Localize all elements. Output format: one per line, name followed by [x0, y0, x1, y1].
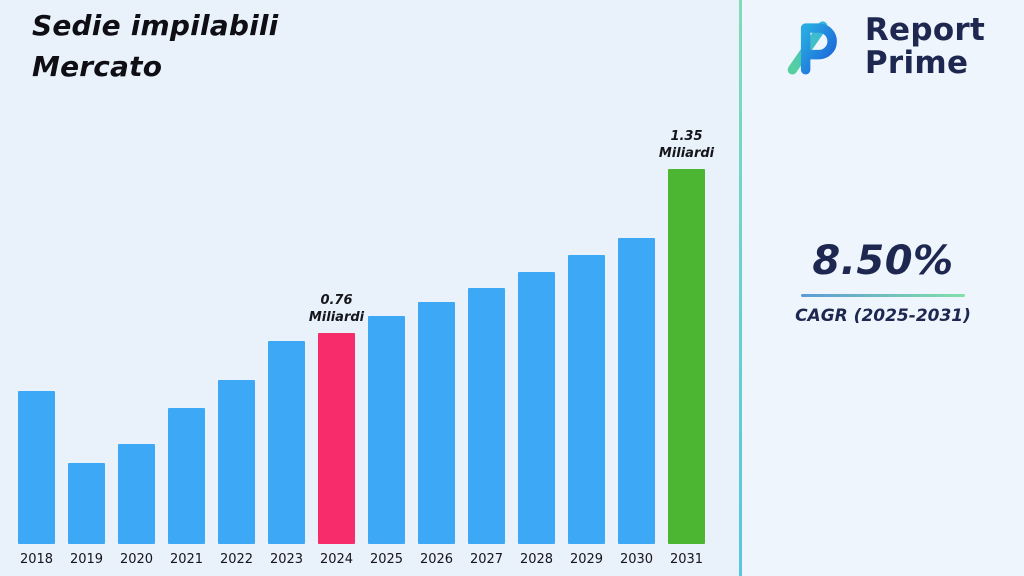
bar-column: 0.76 Miliardi 2024: [309, 292, 364, 568]
x-axis-label: 2027: [469, 552, 504, 567]
x-axis-label: 2021: [169, 552, 204, 567]
x-axis-label: 2029: [569, 552, 604, 567]
brand-name: Report Prime: [864, 12, 986, 82]
bar-value-label: 1.35 Miliardi: [658, 128, 715, 162]
bar-2023: [268, 341, 305, 544]
panel-divider: [739, 0, 742, 576]
bar-2022: [218, 380, 255, 544]
bar-column: 2025: [368, 316, 405, 568]
chart-panel: Sedie impilabili Mercato 2018 2019 2020 202…: [18, 9, 714, 568]
x-axis-label: 2020: [119, 552, 154, 567]
bar-2028: [518, 272, 555, 544]
bar-2027: [468, 288, 505, 544]
brand-logo: Report Prime: [781, 12, 986, 82]
bar-column: 2019: [68, 463, 105, 568]
bar-column: 2027: [468, 288, 505, 568]
bar-2026: [418, 302, 455, 544]
x-axis-label: 2030: [619, 552, 654, 567]
bar-column: 2023: [268, 341, 305, 568]
bar-value-label: 0.76 Miliardi: [308, 292, 365, 326]
bar-2025: [368, 316, 405, 544]
bar-column: 2018: [18, 391, 55, 568]
bar-column: 2029: [568, 255, 605, 568]
bar-chart: 2018 2019 2020 2021 2022 2023 0.76 Miliardi 202…: [18, 128, 714, 568]
report-prime-logo-icon: [781, 16, 853, 78]
bar-2018: [18, 391, 55, 544]
x-axis-label: 2024: [319, 552, 354, 567]
bar-column: 2026: [418, 302, 455, 568]
x-axis-label: 2025: [369, 552, 404, 567]
bar-2029: [568, 255, 605, 544]
cagr-label: CAGR (2025-2031): [795, 306, 971, 327]
brand-name-line2: Prime: [864, 45, 969, 82]
bar-2021: [168, 408, 205, 544]
bar-2030: [618, 238, 655, 544]
cagr-value: 8.50%: [812, 238, 954, 285]
x-axis-label: 2028: [519, 552, 554, 567]
bar-2019: [68, 463, 105, 544]
x-axis-label: 2026: [419, 552, 454, 567]
cagr-block: 8.50% CAGR (2025-2031): [795, 238, 971, 326]
x-axis-label: 2022: [219, 552, 254, 567]
bar-column: 1.35 Miliardi 2031: [659, 128, 714, 568]
brand-name-line1: Report: [864, 12, 986, 48]
bar-2020: [118, 444, 155, 544]
chart-title: Sedie impilabili Mercato: [32, 9, 279, 83]
x-axis-label: 2018: [19, 552, 54, 567]
bar-column: 2030: [618, 238, 655, 568]
x-axis-label: 2031: [669, 552, 704, 567]
bar-2024: [318, 333, 355, 544]
bar-column: 2022: [218, 380, 255, 568]
x-axis-label: 2019: [69, 552, 104, 567]
bar-column: 2021: [168, 408, 205, 568]
x-axis-label: 2023: [269, 552, 304, 567]
side-panel: Report Prime 8.50% CAGR (2025-2031): [742, 0, 1024, 576]
bar-column: 2020: [118, 444, 155, 568]
bar-column: 2028: [518, 272, 555, 568]
cagr-underline: [800, 294, 965, 298]
bar-2031: [668, 169, 705, 544]
